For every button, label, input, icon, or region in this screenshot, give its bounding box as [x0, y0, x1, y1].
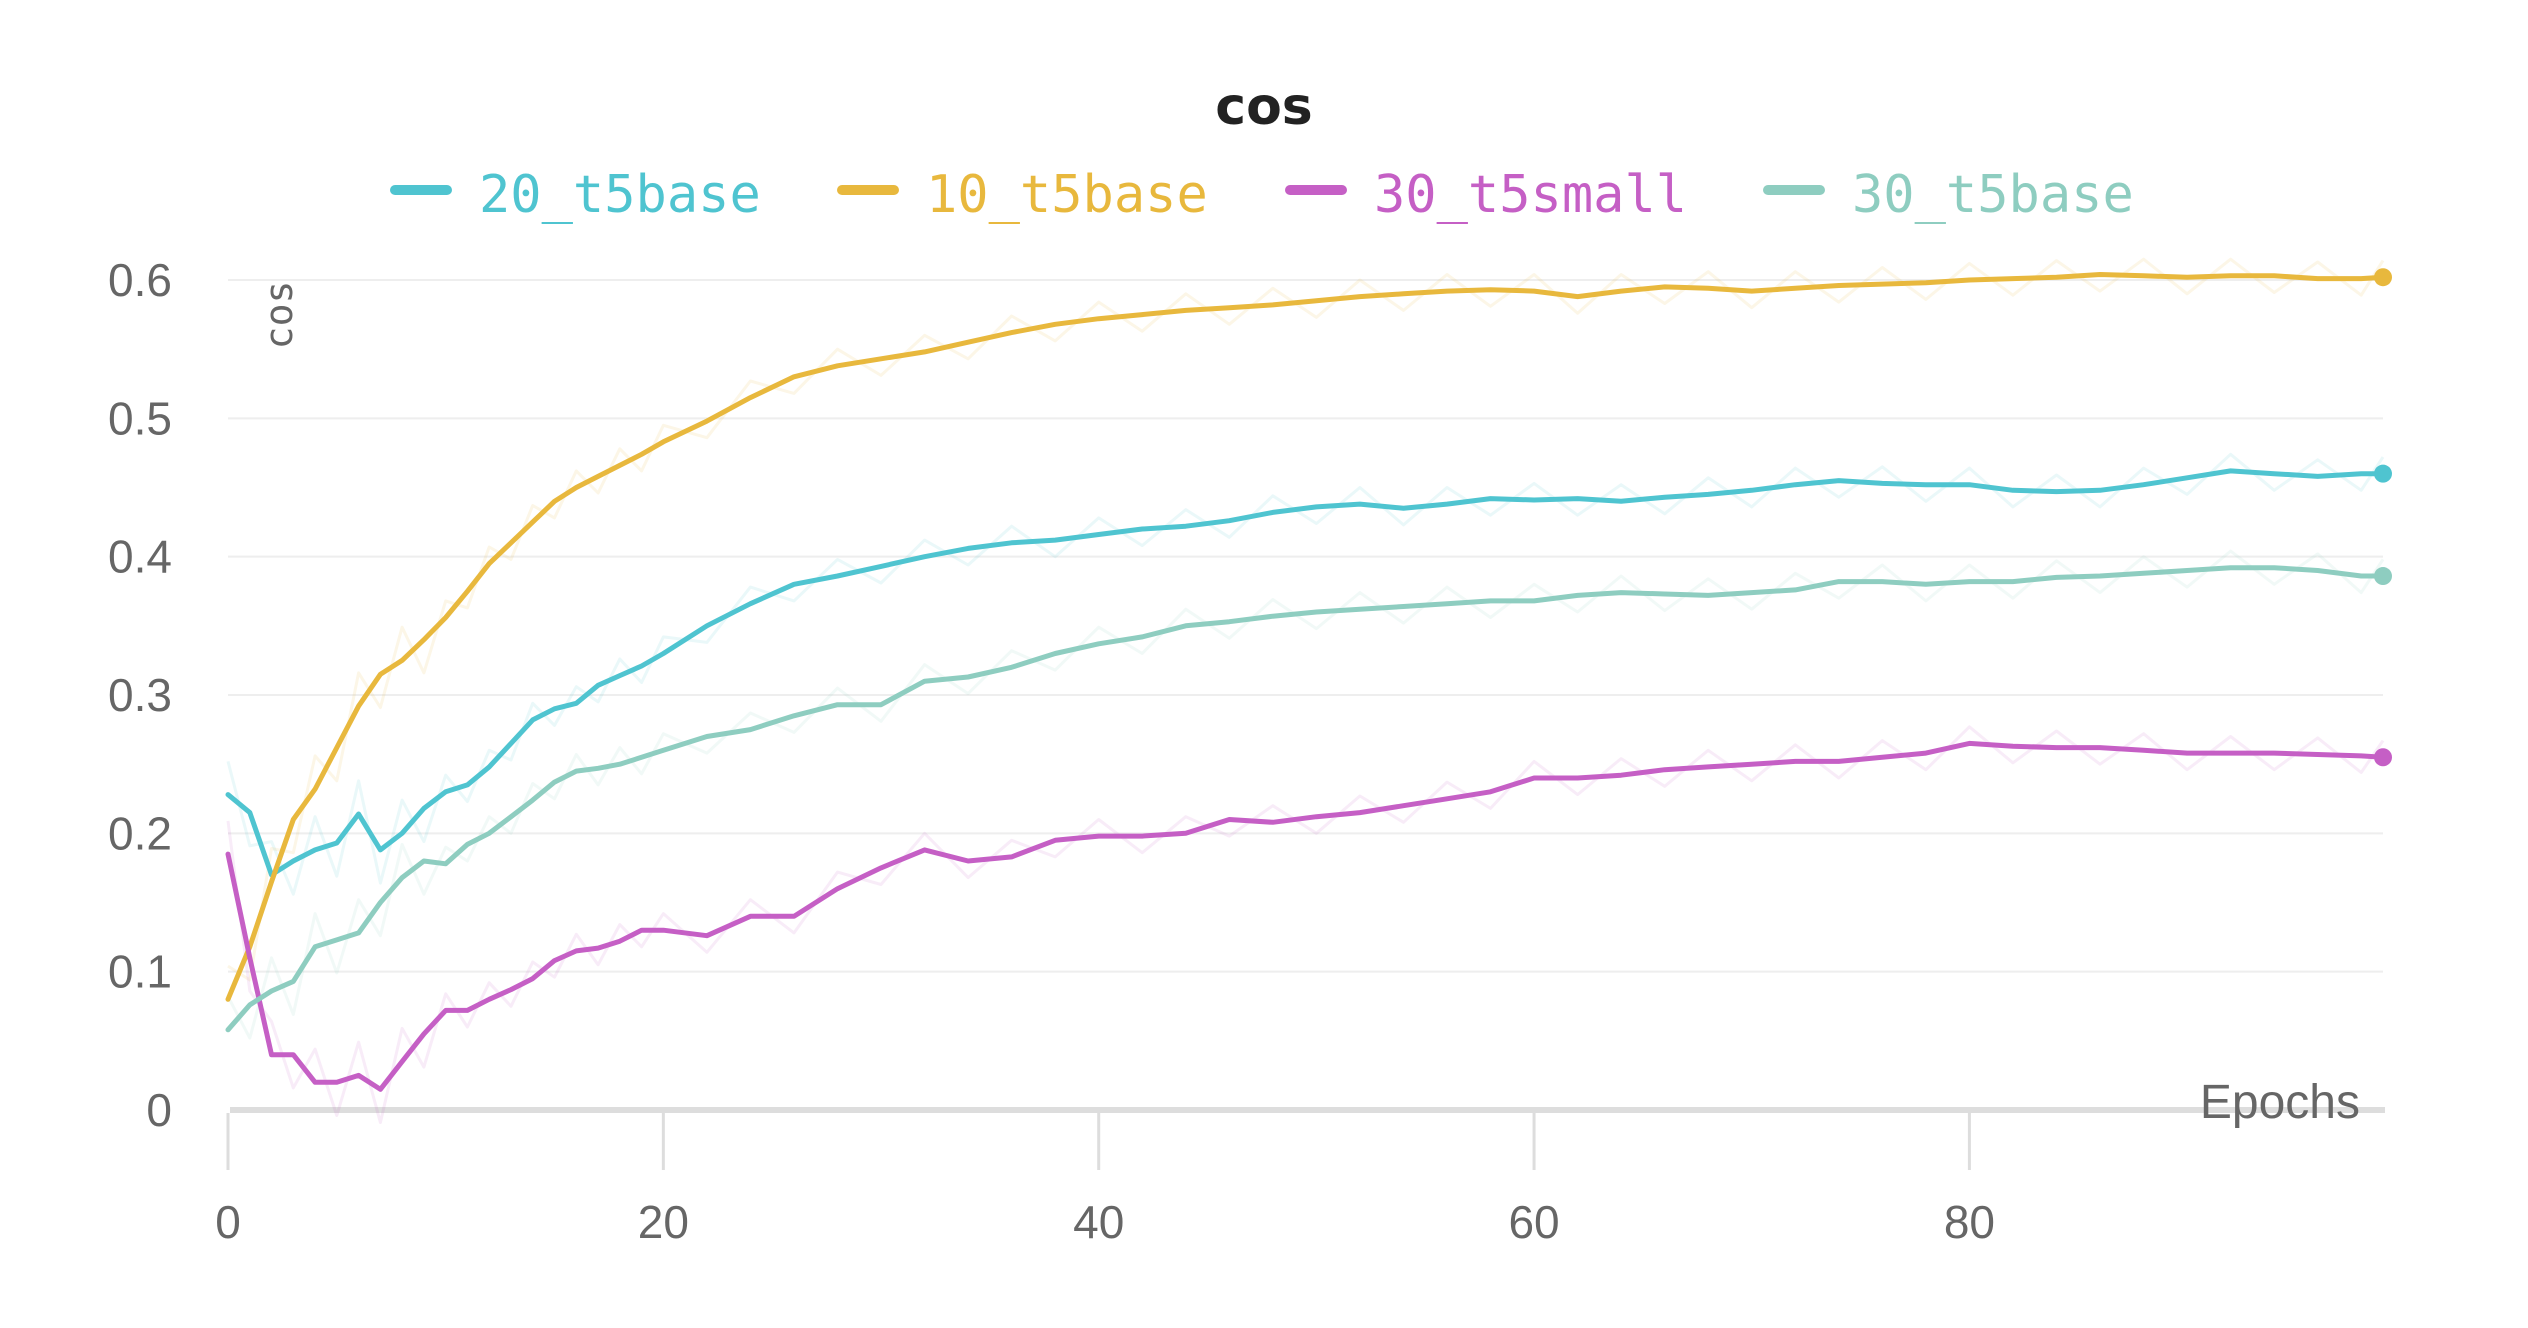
legend-label-30_t5small: 30_t5small [1374, 165, 1687, 225]
y-axis-label: cos [257, 281, 301, 350]
x-tick-label-1: 20 [638, 1196, 689, 1248]
legend-label-30_t5base: 30_t5base [1852, 165, 2134, 225]
x-tick-label-3: 60 [1508, 1196, 1559, 1248]
series-lines [225, 272, 2386, 1092]
grid-lines [228, 279, 2383, 973]
y-tick-label-0: 0 [146, 1084, 172, 1136]
x-tick-label-0: 0 [215, 1196, 241, 1248]
legend-label-20_t5base: 20_t5base [479, 165, 761, 225]
series-line-10_t5base [225, 272, 2386, 1002]
x-axis-ticks: 0 20 40 60 80 [215, 1113, 1995, 1248]
series-end-markers [2374, 268, 2392, 767]
x-tick-label-2: 40 [1073, 1196, 1124, 1248]
series-end-marker-30_t5base [2374, 567, 2392, 586]
x-axis-label: Epochs [2200, 1076, 2360, 1129]
legend: 20_t5base 10_t5base 30_t5small 30_t5base [390, 165, 2134, 225]
series-end-marker-20_t5base [2374, 464, 2392, 483]
y-tick-label-4: 0.4 [108, 531, 172, 583]
y-tick-label-1: 0.1 [108, 946, 172, 998]
y-tick-label-6: 0.6 [108, 254, 172, 306]
series-line-20_t5base [225, 468, 2386, 878]
series-raw-30_t5small [226, 725, 2385, 1124]
legend-label-10_t5base: 10_t5base [926, 165, 1208, 225]
series-line-30_t5small [225, 740, 2386, 1092]
series-end-marker-10_t5base [2374, 268, 2392, 287]
series-raw-traces [226, 257, 2385, 1124]
y-axis-ticks: 0 0.1 0.2 0.3 0.4 0.5 0.6 [108, 254, 172, 1136]
x-tick-label-4: 80 [1944, 1196, 1995, 1248]
y-tick-label-5: 0.5 [108, 392, 172, 444]
chart-title: cos [1215, 77, 1313, 137]
y-tick-label-2: 0.2 [108, 807, 172, 859]
y-tick-label-3: 0.3 [108, 669, 172, 721]
series-raw-10_t5base [227, 257, 2385, 982]
series-raw-30_t5base [226, 549, 2385, 1040]
series-raw-20_t5base [226, 452, 2385, 896]
series-line-30_t5base [225, 565, 2386, 1033]
series-end-marker-30_t5small [2374, 748, 2392, 767]
